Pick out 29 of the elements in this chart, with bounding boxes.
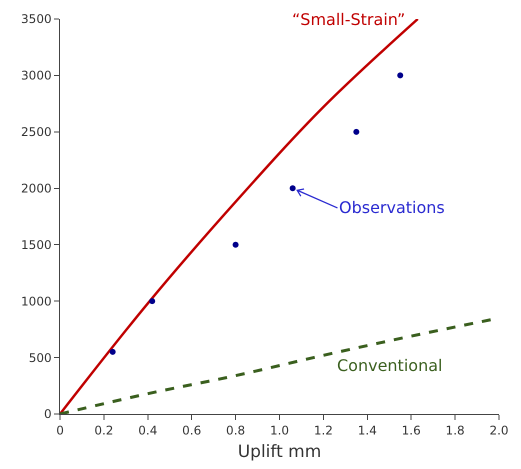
point <box>397 72 404 78</box>
y-tick-label: 0 <box>44 407 52 422</box>
point <box>232 242 239 248</box>
y-tick-label: 2000 <box>21 181 52 196</box>
y-tick-label: 3500 <box>21 12 52 26</box>
x-tick-label: 1.2 <box>314 423 333 438</box>
x-tick-label: 1.6 <box>402 423 421 438</box>
x-tick-label: 0.6 <box>182 423 202 438</box>
point <box>353 128 360 135</box>
x-tick-label: 1.4 <box>358 423 377 438</box>
point <box>290 185 296 192</box>
point <box>110 348 116 355</box>
series-label: “Small-Strain” <box>292 10 406 29</box>
y-tick-label: 500 <box>28 350 52 365</box>
annotation: Observations <box>339 198 445 217</box>
x-tick-label: 0.8 <box>226 423 246 438</box>
x-tick-label: 0.4 <box>138 423 158 438</box>
x-tick-label: 1.8 <box>446 423 465 438</box>
y-tick-label: 3000 <box>21 68 52 83</box>
y-tick-label: 1500 <box>21 238 52 252</box>
point <box>149 298 156 304</box>
y-tick-label: 1000 <box>21 294 52 308</box>
x-tick-label: 0.2 <box>94 423 114 438</box>
y-tick-label: 2500 <box>21 125 52 140</box>
x-tick-label: 1.0 <box>270 423 290 438</box>
x-tick-label: 0 <box>56 423 64 438</box>
x-axis-title: Uplift mm <box>238 442 322 462</box>
x-tick-label: 2.0 <box>489 423 509 438</box>
series-label: Conventional <box>337 356 442 375</box>
